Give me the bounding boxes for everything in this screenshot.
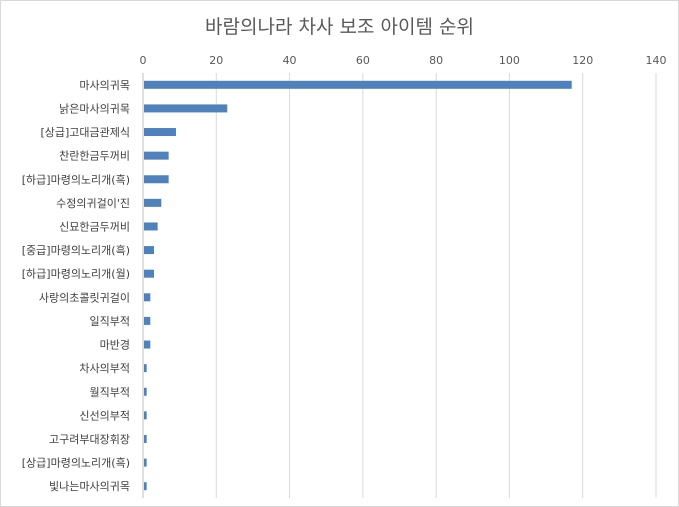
bar — [144, 364, 147, 373]
category-label: 찬란한금두꺼비 — [59, 149, 130, 163]
x-tick-label: 0 — [140, 54, 147, 67]
category-label: [하급]마령의노리개(월) — [22, 267, 130, 281]
x-tick-label: 40 — [283, 54, 297, 67]
category-label: [상급]마령의노리개(흑) — [22, 456, 130, 470]
category-label: 차사의부적 — [79, 362, 130, 375]
bar — [144, 482, 147, 491]
x-tick-label: 80 — [429, 54, 443, 67]
bar — [144, 175, 169, 184]
bar — [144, 411, 147, 420]
x-tick-label: 140 — [646, 54, 667, 67]
bar — [144, 387, 147, 396]
category-label: 신묘한금두꺼비 — [59, 220, 130, 233]
category-label: 일직부적 — [90, 314, 130, 328]
bar — [144, 269, 154, 278]
category-label: 신선의부적 — [79, 409, 130, 422]
category-label: 빛나는마사의귀목 — [49, 480, 130, 493]
x-tick-label: 20 — [209, 54, 223, 67]
x-tick-label: 100 — [499, 54, 520, 67]
category-label: 마반경 — [100, 339, 130, 352]
x-tick-label: 60 — [356, 54, 370, 67]
category-label: [하급]마령의노리개(흑) — [22, 172, 130, 186]
bar — [144, 340, 151, 349]
category-label: 마사의귀목 — [79, 79, 130, 92]
category-label: 월직부적 — [90, 386, 130, 399]
category-label: 고구려부대장휘장 — [49, 433, 130, 446]
bar — [144, 128, 176, 137]
x-tick-label: 120 — [572, 54, 593, 67]
bar — [144, 151, 169, 160]
bar — [144, 198, 162, 207]
category-label: 수정의귀걸이'진 — [56, 197, 130, 210]
bar — [144, 104, 228, 113]
category-label: 낡은마사의귀목 — [59, 102, 130, 115]
bar — [144, 434, 147, 443]
bar — [144, 222, 158, 231]
category-label: [중급]마령의노리개(흑) — [22, 243, 130, 257]
bar — [144, 80, 572, 89]
chart-title: 바람의나라 차사 보조 아이템 순위 — [205, 16, 474, 38]
bar — [144, 246, 154, 255]
bar — [144, 293, 151, 302]
bar — [144, 458, 147, 467]
bar — [144, 316, 151, 325]
category-label: [상급]고대금관제식 — [40, 126, 130, 139]
category-label: 사랑의초콜릿귀걸이 — [39, 291, 130, 304]
